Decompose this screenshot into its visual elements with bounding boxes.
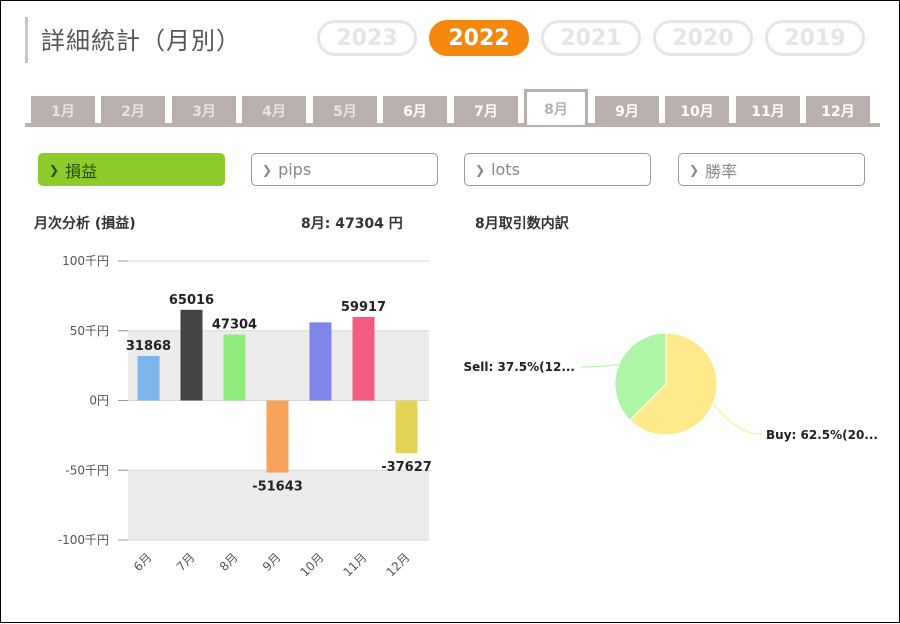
month-tab-10[interactable]: 10月 bbox=[665, 96, 729, 126]
metric-button-profit[interactable]: ❯ 損益 bbox=[38, 153, 225, 186]
x-tick-label: 12月 bbox=[383, 550, 412, 579]
year-selector: 2023 2022 2021 2020 2019 bbox=[317, 20, 865, 56]
title-accent-bar bbox=[25, 17, 28, 63]
pie-connector bbox=[580, 363, 619, 368]
plot-band bbox=[128, 470, 429, 540]
month-tab-11[interactable]: 11月 bbox=[736, 96, 800, 126]
y-tick-label: 0円 bbox=[89, 394, 109, 408]
pie-label: Buy: 62.5%(20... bbox=[766, 428, 878, 442]
bar-6 bbox=[352, 316, 375, 401]
bar-2 bbox=[180, 309, 203, 401]
x-tick-label: 7月 bbox=[174, 550, 198, 574]
pie-chart: Buy: 62.5%(20... Sell: 37.5%(12... bbox=[464, 332, 878, 442]
y-tick-label: -50千円 bbox=[65, 463, 109, 477]
month-tab-6[interactable]: 6月 bbox=[383, 96, 447, 126]
month-tab-4: 4月 bbox=[242, 96, 306, 126]
month-tabs: 1月 2月 3月 4月 5月 6月 7月 8月 9月 10月 11月 12月 bbox=[25, 89, 880, 127]
tab-baseline bbox=[25, 123, 880, 127]
metric-button-pips[interactable]: ❯ pips bbox=[251, 153, 438, 186]
month-tab-12[interactable]: 12月 bbox=[806, 96, 870, 126]
month-tab-7[interactable]: 7月 bbox=[454, 96, 518, 126]
chevron-right-icon: ❯ bbox=[49, 162, 60, 177]
year-button-2019: 2019 bbox=[765, 20, 865, 56]
bar-data-label: 47304 bbox=[212, 318, 257, 333]
x-tick-label: 6月 bbox=[131, 550, 155, 574]
metric-label: 勝率 bbox=[705, 161, 738, 181]
bar-1 bbox=[137, 356, 160, 401]
bar-3 bbox=[223, 334, 246, 401]
bar-5 bbox=[309, 322, 332, 401]
year-button-2021: 2021 bbox=[541, 20, 641, 56]
month-tab-3: 3月 bbox=[172, 96, 236, 126]
month-tab-8[interactable]: 8月 bbox=[524, 89, 588, 125]
pie-connector bbox=[712, 403, 762, 435]
pie-label: Sell: 37.5%(12... bbox=[464, 360, 575, 374]
metric-button-lots[interactable]: ❯ lots bbox=[464, 153, 651, 186]
year-button-2020: 2020 bbox=[653, 20, 753, 56]
page-title: 詳細統計（月別） bbox=[41, 27, 241, 55]
bar-data-label: 31868 bbox=[126, 339, 171, 354]
year-button-2022[interactable]: 2022 bbox=[429, 20, 529, 56]
y-tick-label: 100千円 bbox=[62, 254, 109, 268]
bar-chart-title: 月次分析 (損益) bbox=[34, 216, 136, 232]
metric-label: pips bbox=[278, 160, 312, 179]
bar-7 bbox=[395, 400, 418, 453]
bar-data-label: 65016 bbox=[169, 293, 214, 308]
pie-chart-title: 8月取引数内訳 bbox=[475, 216, 569, 232]
x-tick-label: 9月 bbox=[260, 550, 284, 574]
chevron-right-icon: ❯ bbox=[475, 162, 486, 177]
x-tick-label: 11月 bbox=[340, 550, 369, 579]
month-tab-2: 2月 bbox=[101, 96, 165, 126]
x-tick-label: 10月 bbox=[297, 550, 326, 579]
bar-data-label: -51643 bbox=[252, 480, 303, 495]
x-tick-label: 8月 bbox=[217, 550, 241, 574]
chevron-right-icon: ❯ bbox=[689, 162, 700, 177]
month-tab-5: 5月 bbox=[313, 96, 377, 126]
y-tick-label: 50千円 bbox=[70, 324, 109, 338]
month-tab-9[interactable]: 9月 bbox=[595, 96, 659, 126]
month-tab-1: 1月 bbox=[31, 96, 95, 126]
bar-data-label: -37627 bbox=[381, 460, 432, 475]
bar-chart: 100千円 50千円 0円 -50千円 -100千円 31868 6月 65016 7月 4730… bbox=[58, 254, 432, 579]
bar-data-label: 59917 bbox=[341, 300, 386, 315]
y-tick-label: -100千円 bbox=[58, 533, 109, 547]
metric-button-winrate[interactable]: ❯ 勝率 bbox=[678, 153, 865, 186]
month-summary: 8月: 47304 円 bbox=[301, 216, 403, 232]
metric-label: lots bbox=[491, 160, 520, 179]
year-button-2023: 2023 bbox=[317, 20, 417, 56]
chevron-right-icon: ❯ bbox=[262, 162, 273, 177]
pie-slice-2 bbox=[614, 332, 667, 421]
metric-label: 損益 bbox=[65, 161, 98, 181]
bar-4 bbox=[266, 400, 289, 473]
plot-band bbox=[128, 330, 429, 401]
